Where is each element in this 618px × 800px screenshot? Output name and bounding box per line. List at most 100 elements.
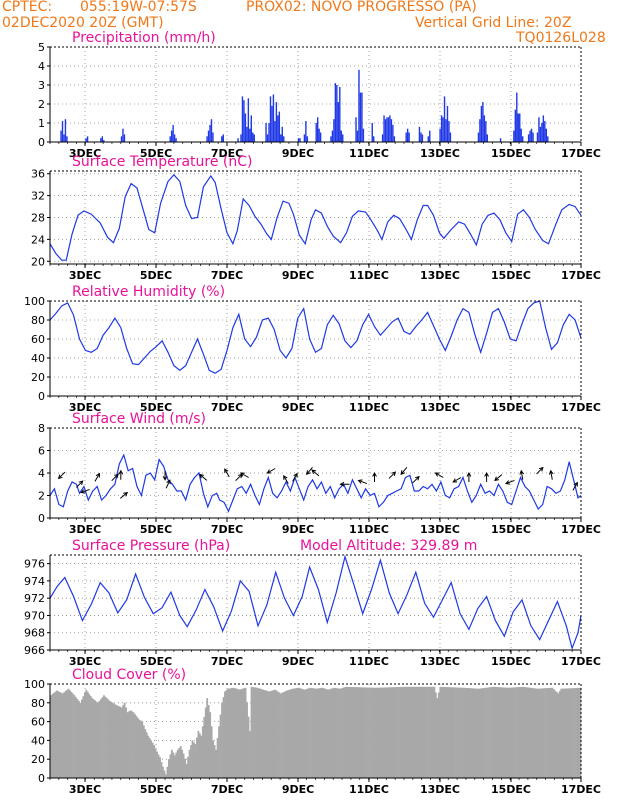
wind-vector-head [504,480,511,485]
x-tick-label: 17DEC [561,147,601,160]
wind-vector-head [494,476,499,482]
cloud-bar [539,688,542,778]
cloud-bar [169,754,172,778]
precip-bar [268,123,270,142]
x-tick-label: 13DEC [420,147,460,160]
wind-vector [111,473,119,482]
cloud-bar [414,686,417,778]
cloud-bar [433,686,436,778]
cloud-bar [294,688,297,778]
cloud-bar [138,719,141,778]
wind-vector-shaft [520,470,524,480]
x-tick-label: 13DEC [420,269,460,282]
wind-vector-head [306,470,311,475]
cloud-bar [244,687,247,778]
wind-vector-shaft [292,473,298,482]
wind-vector [165,479,171,489]
wind-vector-head [415,475,420,481]
cloud-bar [204,707,207,778]
cloud-bar [513,687,515,778]
cloud-bar [193,742,195,778]
cloud-bar [259,688,262,778]
cloud-bar [228,688,231,778]
cloud-bar [302,689,304,778]
y-tick-label: 2 [38,490,45,503]
precip-bar [278,111,281,142]
wind-vector-shaft [435,472,444,478]
cloud-bar [386,687,389,778]
cloud-bar [274,689,276,778]
cloud-bar [188,749,191,778]
cloud-bar [390,687,393,778]
cloud-bar [284,691,287,778]
cloud-bar [291,688,294,778]
cloud-bar [331,688,334,778]
cloud-bar [482,688,484,778]
wind-vector-head [166,479,171,485]
cloud-bar [132,712,135,778]
wind-vector-shaft [505,479,515,485]
cloud-bar [375,687,378,778]
panel-title: Surface Temperature (nC) [72,154,253,170]
wind-vector-shaft [388,471,396,479]
cloud-bar [343,687,346,778]
cloud-bar [286,690,288,778]
cloud-bar [209,712,212,778]
x-tick-label: 3DEC [69,655,101,668]
cloud-bar [458,687,461,778]
wind-vector-head [311,469,317,475]
wind-vector [434,472,444,478]
cloud-bar [72,693,74,778]
cloud-bar [430,686,433,778]
wind-vector-shaft [165,479,171,489]
y-tick-label: 8 [38,422,45,435]
wind-vector-head [224,468,229,474]
cloud-bar [467,688,470,778]
precip-bar [315,123,317,142]
cloud-bar [381,687,384,778]
wind-vector [283,474,289,484]
cloud-bar [314,688,316,778]
cloud-bar [306,688,309,778]
precip-bar [342,134,344,142]
x-tick-label: 17DEC [561,523,601,536]
precip-bar [485,121,487,142]
cloud-bar [78,700,80,778]
wind-vector-shaft [572,482,578,491]
cloud-bar [225,690,228,778]
cloud-bar [373,687,375,778]
cloud-bar [249,731,251,778]
cloud-bar [411,686,414,778]
cloud-bar [229,688,232,778]
cloud-bar [520,686,523,778]
wind-vector-head [538,466,544,472]
cloud-bar [389,687,392,778]
cloud-bar [573,688,576,778]
grid-line-note: Vertical Grid Line: 20Z [415,15,572,31]
precip-bar [536,132,539,142]
precip-bar [336,85,338,142]
cloud-bar [545,688,548,778]
precip-bar [439,128,441,142]
x-tick-label: 5DEC [140,783,172,796]
precip-bar [373,136,375,142]
cloud-bar [297,687,300,778]
precip-bar [362,128,365,142]
cloud-bar [526,687,529,778]
precip-bar [361,92,363,142]
cloud-bar [432,686,434,778]
cloud-bar [324,688,327,778]
cloud-bar [567,688,570,778]
x-tick-label: 9DEC [282,269,314,282]
cloud-bar [86,691,89,778]
y-tick-label: 80 [31,697,45,710]
cloud-bar [564,688,567,778]
y-tick-label: 60 [31,333,45,346]
y-tick-label: 40 [31,352,45,365]
cloud-bar [510,687,512,778]
cloud-bar [460,687,462,778]
cloud-bar [560,688,563,778]
cloud-bar [516,687,518,778]
precip-bar [532,132,534,142]
cloud-bar [170,749,173,778]
